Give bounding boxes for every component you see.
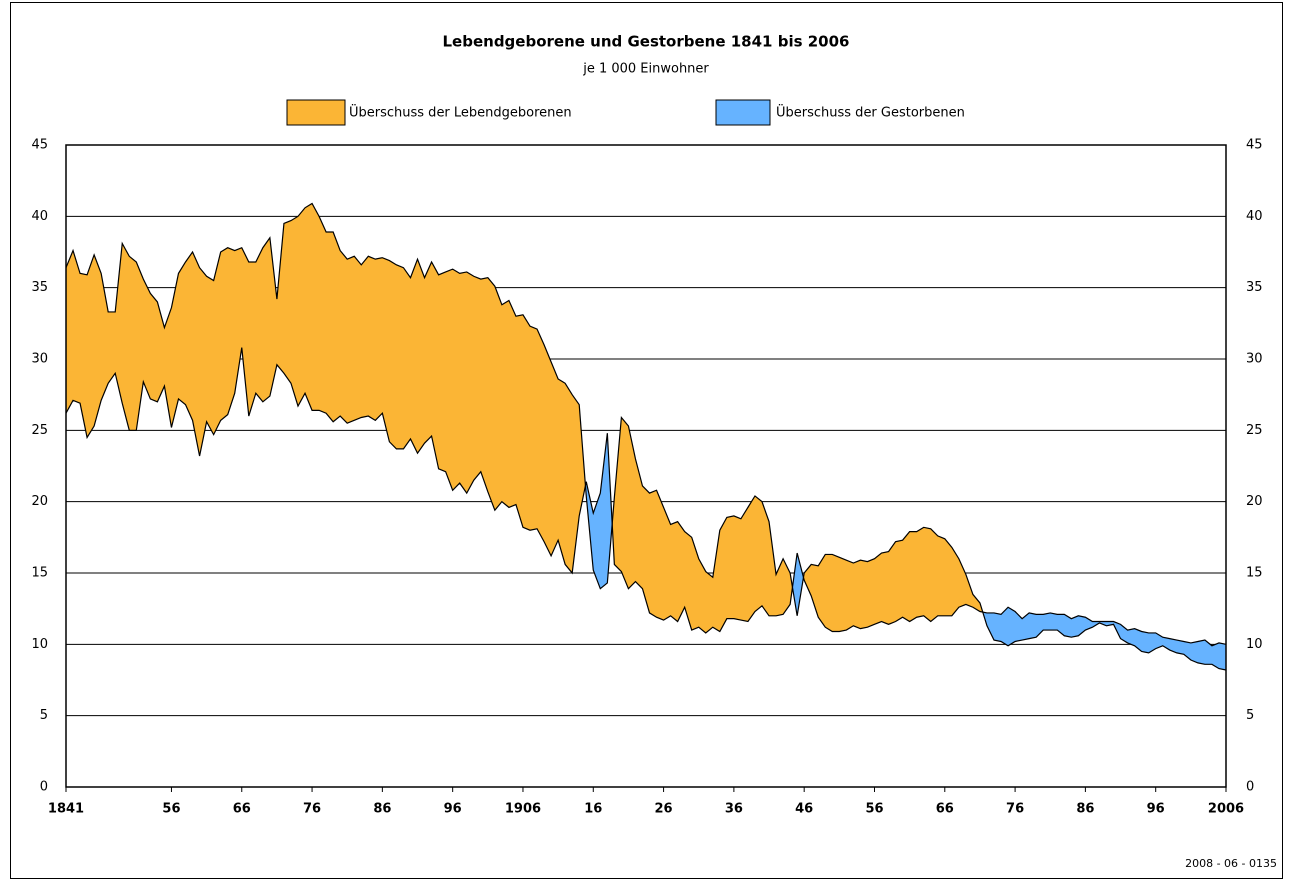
footnote: 2008 - 06 - 0135 [1185,857,1277,870]
y-tick-label: 25 [31,423,48,438]
x-tick-label: 96 [1147,802,1165,817]
y-tick-label: 30 [31,352,48,367]
x-tick-label: 86 [373,802,391,817]
y2-tick-label: 45 [1246,138,1263,153]
x-tick-label: 1841 [48,802,84,817]
y2-tick-label: 40 [1246,209,1263,224]
legend-swatch [715,99,771,126]
series-line [65,202,1227,671]
y-tick-label: 20 [31,494,48,509]
series-line [65,347,1227,647]
y2-tick-label: 25 [1246,423,1263,438]
legend-label: Überschuss der Gestorbenen [776,104,965,121]
x-tick-label: 16 [584,802,602,817]
y-tick-label: 15 [31,566,48,581]
y-tick-label: 0 [40,780,48,795]
y2-tick-label: 35 [1246,280,1263,295]
x-tick-label: 26 [655,802,673,817]
legend-label: Überschuss der Lebendgeborenen [349,104,572,121]
x-tick-label: 56 [162,802,180,817]
x-tick-label: 1906 [505,802,541,817]
y-tick-label: 5 [40,708,48,723]
x-tick-label: 66 [233,802,251,817]
x-tick-label: 56 [865,802,883,817]
x-tick-label: 76 [1006,802,1024,817]
x-tick-label: 2006 [1208,802,1244,817]
chart-subtitle: je 1 000 Einwohner [582,62,709,77]
y2-tick-label: 30 [1246,352,1263,367]
y2-tick-label: 0 [1246,780,1254,795]
y2-tick-label: 5 [1246,708,1254,723]
plot-area [66,145,1226,787]
y-tick-label: 45 [31,138,48,153]
y2-tick-label: 10 [1246,637,1263,652]
y-tick-label: 10 [31,637,48,652]
legend-swatch [286,99,346,126]
chart-title: Lebendgeborene und Gestorbene 1841 bis 2… [443,33,850,51]
plot-frame [65,144,1227,788]
y-tick-label: 40 [31,209,48,224]
x-tick-label: 46 [795,802,813,817]
x-tick-label: 86 [1076,802,1094,817]
x-tick-label: 66 [936,802,954,817]
y2-tick-label: 15 [1246,566,1263,581]
x-tick-label: 36 [725,802,743,817]
y-tick-label: 35 [31,280,48,295]
x-tick-label: 76 [303,802,321,817]
y2-tick-label: 20 [1246,494,1263,509]
x-tick-label: 96 [444,802,462,817]
